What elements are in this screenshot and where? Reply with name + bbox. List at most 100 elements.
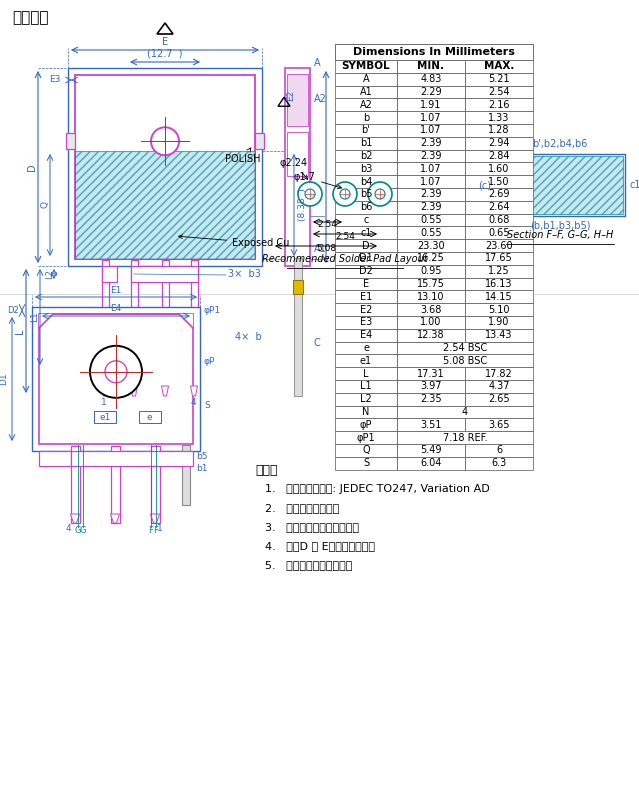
Text: 2.54: 2.54 xyxy=(335,232,355,241)
Text: 6.04: 6.04 xyxy=(420,458,442,468)
Bar xyxy=(287,132,308,176)
Text: 5.21: 5.21 xyxy=(488,74,510,84)
Text: 23.30: 23.30 xyxy=(417,241,445,251)
Text: 0.55: 0.55 xyxy=(420,228,442,237)
Bar xyxy=(465,393,533,406)
Bar xyxy=(465,73,533,86)
Text: 1.60: 1.60 xyxy=(488,164,510,174)
Text: e1: e1 xyxy=(360,356,372,366)
Text: b: b xyxy=(363,113,369,122)
Bar xyxy=(465,316,533,329)
Bar xyxy=(465,60,533,73)
Text: S: S xyxy=(204,401,210,410)
Bar xyxy=(335,303,397,316)
Text: 7.18 REF.: 7.18 REF. xyxy=(443,433,488,442)
Text: D2: D2 xyxy=(359,266,373,276)
Text: 16.25: 16.25 xyxy=(417,253,445,264)
Bar xyxy=(102,260,109,396)
Text: 2.16: 2.16 xyxy=(488,100,510,110)
Circle shape xyxy=(333,182,357,206)
Text: 2.   以上单位为：毫米: 2. 以上单位为：毫米 xyxy=(265,503,339,513)
Polygon shape xyxy=(102,386,109,396)
Text: 2.29: 2.29 xyxy=(420,87,442,97)
Bar xyxy=(335,239,397,252)
Text: 4: 4 xyxy=(462,407,468,417)
Bar xyxy=(182,445,190,505)
Text: b': b' xyxy=(362,125,371,136)
Polygon shape xyxy=(111,514,119,523)
Text: E3: E3 xyxy=(360,318,372,327)
Text: 1.33: 1.33 xyxy=(488,113,510,122)
Text: 5.08: 5.08 xyxy=(316,244,336,253)
Bar xyxy=(335,163,397,175)
Bar xyxy=(397,418,465,431)
Text: c1: c1 xyxy=(360,228,372,237)
Text: D: D xyxy=(27,164,37,171)
Text: 1.00: 1.00 xyxy=(420,318,442,327)
Bar xyxy=(293,280,302,294)
Text: 17.65: 17.65 xyxy=(485,253,513,264)
Text: A1: A1 xyxy=(314,244,327,254)
Bar xyxy=(335,149,397,163)
Text: E2: E2 xyxy=(286,90,295,102)
Circle shape xyxy=(368,182,392,206)
Bar xyxy=(335,124,397,137)
Bar xyxy=(397,406,533,418)
Bar xyxy=(465,367,533,380)
Bar xyxy=(287,74,308,126)
Bar xyxy=(397,239,465,252)
Text: POLISH: POLISH xyxy=(225,148,261,164)
Polygon shape xyxy=(39,314,53,328)
Text: e: e xyxy=(363,343,369,353)
Bar xyxy=(465,188,533,201)
Bar xyxy=(335,457,397,469)
Text: A2: A2 xyxy=(360,100,373,110)
Bar xyxy=(397,226,465,239)
Text: 3.51: 3.51 xyxy=(420,420,442,430)
Bar xyxy=(465,201,533,214)
Bar xyxy=(32,307,200,451)
Bar xyxy=(397,380,465,393)
Bar xyxy=(465,163,533,175)
Text: 0.65: 0.65 xyxy=(488,228,510,237)
Bar xyxy=(397,149,465,163)
Text: b6: b6 xyxy=(360,202,372,212)
Text: E3: E3 xyxy=(49,75,60,84)
Text: b',b2,b4,b6: b',b2,b4,b6 xyxy=(532,139,588,149)
Text: 13.10: 13.10 xyxy=(417,292,445,302)
Bar xyxy=(397,367,465,380)
Bar xyxy=(335,73,397,86)
Text: 2.64: 2.64 xyxy=(488,202,510,212)
Text: (b,b1,b3,b5): (b,b1,b3,b5) xyxy=(530,221,590,231)
Bar xyxy=(465,303,533,316)
Bar xyxy=(111,446,119,523)
Bar xyxy=(397,316,465,329)
Bar xyxy=(335,341,397,354)
Text: 12.38: 12.38 xyxy=(417,330,445,340)
Text: 2.54 BSC: 2.54 BSC xyxy=(443,343,487,353)
Text: 1.07: 1.07 xyxy=(420,164,442,174)
Bar xyxy=(465,291,533,303)
Text: 2.94: 2.94 xyxy=(488,138,510,148)
Circle shape xyxy=(375,189,385,199)
Bar xyxy=(39,451,71,466)
Text: b3: b3 xyxy=(360,164,372,174)
Text: 3×  b3: 3× b3 xyxy=(228,269,261,279)
Bar xyxy=(335,393,397,406)
Text: b5: b5 xyxy=(196,452,208,461)
Bar xyxy=(335,44,533,60)
Bar xyxy=(335,60,397,73)
Text: 3.   需要开槽，槽口可为圆形: 3. 需要开槽，槽口可为圆形 xyxy=(265,522,359,532)
Circle shape xyxy=(298,182,322,206)
Bar xyxy=(190,260,197,396)
Bar xyxy=(335,214,397,226)
Text: 1.07: 1.07 xyxy=(420,113,442,122)
Text: A1: A1 xyxy=(360,87,373,97)
Bar xyxy=(397,278,465,291)
Text: F: F xyxy=(153,526,158,535)
Bar xyxy=(285,68,310,266)
Text: b2: b2 xyxy=(360,151,373,161)
Bar xyxy=(75,75,255,259)
Text: F: F xyxy=(148,526,153,535)
Bar xyxy=(335,278,397,291)
